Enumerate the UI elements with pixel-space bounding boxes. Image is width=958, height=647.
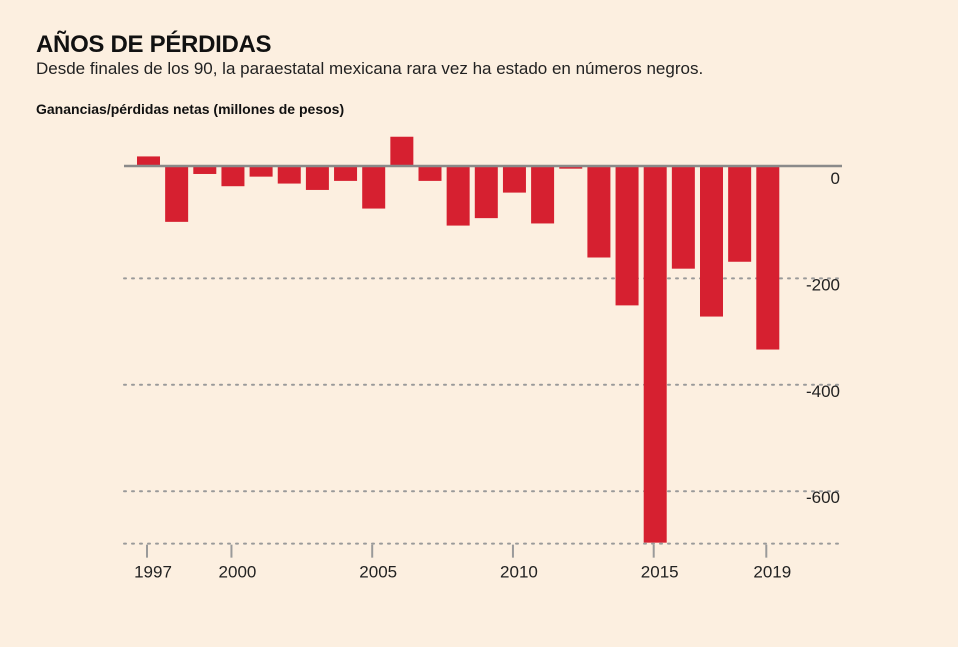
bar-2017 — [700, 166, 723, 317]
bar-2001 — [249, 166, 273, 177]
axes — [123, 164, 843, 558]
bar-2005 — [362, 166, 386, 209]
x-tick-label: 1997 — [134, 563, 172, 582]
bar-2009 — [474, 166, 498, 219]
bar-2018 — [728, 166, 752, 262]
bar-2000 — [221, 166, 245, 187]
chart-subtitle: Desde finales de los 90, la paraestatal … — [36, 59, 704, 78]
bar-2019 — [756, 166, 780, 350]
tick-labels: 0 -200 -400 -600 1997 2000 2005 2010 2015 2019 — [134, 169, 840, 582]
bar-2015 — [643, 166, 667, 543]
chart-title: AÑOS DE PÉRDIDAS — [36, 31, 272, 58]
grid-lines — [123, 277, 843, 493]
y-tick-label: 0 — [831, 169, 840, 188]
y-tick-label: -400 — [806, 382, 840, 401]
bar-2010 — [502, 166, 526, 193]
bar-2007 — [418, 166, 442, 181]
bar-2003 — [305, 166, 329, 190]
y-tick-label: -200 — [806, 275, 840, 294]
x-tick-label: 2015 — [641, 563, 679, 582]
bar-2002 — [277, 166, 301, 184]
x-tick-label: 2005 — [359, 563, 397, 582]
bar-1998 — [165, 166, 189, 222]
bar-2004 — [334, 166, 358, 181]
bar-2013 — [587, 166, 611, 258]
bar-2006 — [390, 136, 414, 166]
x-tick-label: 2000 — [219, 563, 257, 582]
bar-2008 — [446, 166, 470, 226]
bar-1997 — [137, 156, 160, 166]
bar-2012 — [559, 166, 583, 169]
x-tick-label: 2010 — [500, 563, 538, 582]
x-tick-label: 2019 — [753, 563, 791, 582]
bars — [137, 136, 780, 543]
bar-1999 — [193, 166, 217, 174]
bar-2016 — [671, 166, 695, 269]
bar-2011 — [531, 166, 555, 224]
y-tick-label: -600 — [806, 488, 840, 507]
y-axis-label: Ganancias/pérdidas netas (millones de pe… — [36, 101, 345, 117]
bar-2014 — [615, 166, 639, 306]
